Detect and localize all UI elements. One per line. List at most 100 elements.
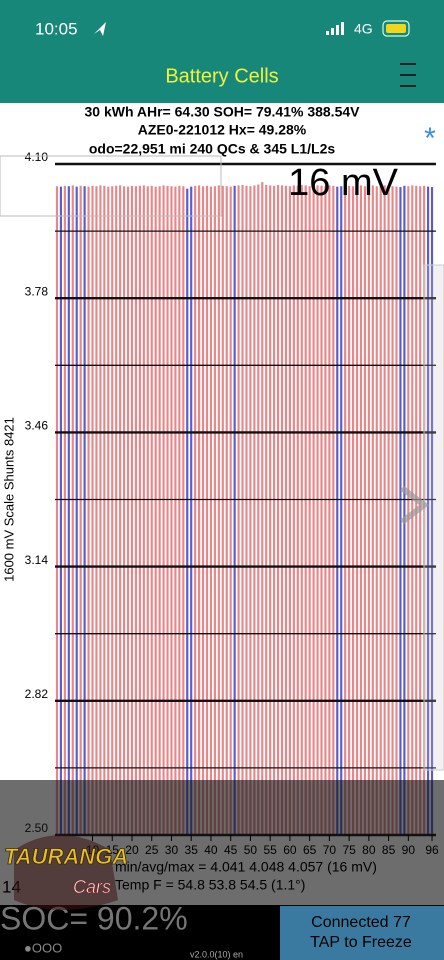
cell-bar xyxy=(126,186,130,836)
info-line: AZE0-221012 Hx= 49.28% xyxy=(138,122,307,138)
cell-bar xyxy=(194,185,197,835)
cell-bar xyxy=(217,185,220,835)
cell-bar xyxy=(375,186,378,835)
button-line: Connected 77 xyxy=(311,914,411,931)
cell-bar xyxy=(229,186,232,836)
cell-bar xyxy=(67,186,70,835)
cell-bar xyxy=(130,185,134,835)
cell-bar xyxy=(300,184,303,835)
next-chevron[interactable] xyxy=(400,485,429,525)
cell-bar xyxy=(249,186,252,835)
cell-bar xyxy=(186,188,189,836)
cell-bar xyxy=(430,187,434,836)
freeze-button[interactable] xyxy=(280,906,444,960)
cell-bar xyxy=(59,186,63,836)
side-panel xyxy=(423,264,444,771)
screen-title: Battery Cells xyxy=(165,65,278,87)
cell-bar xyxy=(99,185,102,835)
x-tick-label: 60 xyxy=(283,843,297,857)
cell-bar xyxy=(351,186,355,835)
clock: 10:05 xyxy=(35,19,78,38)
cell-bar xyxy=(233,185,236,835)
button-line: TAP to Freeze xyxy=(310,934,412,951)
overlay-box xyxy=(0,155,222,217)
cell-bar xyxy=(237,185,240,835)
cell-bar xyxy=(383,185,386,835)
cell-bar xyxy=(328,185,331,835)
cell-bar xyxy=(119,185,122,835)
cell-bar xyxy=(162,185,165,835)
y-tick-label: 3.46 xyxy=(25,419,49,433)
battery-level xyxy=(386,24,406,33)
cell-bar xyxy=(320,185,323,835)
x-tick-label: 50 xyxy=(244,843,258,857)
cell-bar xyxy=(269,185,272,835)
cell-bar xyxy=(336,186,339,836)
logo-shape xyxy=(14,835,118,910)
x-tick-label: 65 xyxy=(303,843,317,857)
x-tick-label: 80 xyxy=(362,843,376,857)
cell-bar xyxy=(261,182,264,835)
cell-bar xyxy=(221,185,224,835)
cell-bar xyxy=(83,186,86,835)
cell-bar xyxy=(198,185,201,835)
logo: TAURANGA Cars xyxy=(3,835,129,910)
cell-bar xyxy=(253,185,256,835)
x-tick-label: 85 xyxy=(382,843,396,857)
y-axis-label: 1600 mV Scale Shunts 8421 xyxy=(1,417,16,582)
x-tick-label: 40 xyxy=(204,843,218,857)
cell-bar xyxy=(87,186,90,836)
cell-bar xyxy=(304,185,307,835)
cell-bar xyxy=(399,187,402,836)
x-tick-label: 35 xyxy=(185,843,199,857)
cell-bar xyxy=(103,185,106,835)
logo-text: TAURANGA xyxy=(4,844,128,869)
cell-bar xyxy=(363,186,366,835)
y-tick-label: 2.82 xyxy=(25,687,49,701)
cell-bar xyxy=(355,185,359,835)
cell-bar xyxy=(296,185,299,835)
cell-bar xyxy=(95,186,98,835)
cell-bar xyxy=(257,184,260,835)
stats-line: min/avg/max = 4.041 4.048 4.057 (16 mV) xyxy=(115,859,377,875)
cell-bar xyxy=(407,186,410,835)
version: v2.0.0(10) en xyxy=(190,949,243,959)
y-tick-label: 3.14 xyxy=(25,553,49,567)
cell-bar xyxy=(371,185,374,835)
cell-bar xyxy=(292,185,295,835)
cell-bar xyxy=(55,186,59,835)
cell-bar xyxy=(79,185,82,835)
cell-bar xyxy=(225,186,228,835)
cell-bar xyxy=(63,185,66,835)
cell-bar xyxy=(276,184,280,835)
cell-bar xyxy=(241,184,244,835)
cell-bar xyxy=(209,186,213,836)
x-tick-label: 75 xyxy=(342,843,356,857)
cell-bar xyxy=(308,186,311,835)
x-tick-label: 55 xyxy=(263,843,277,857)
cell-bar xyxy=(395,186,398,836)
stats-line: Temp F = 54.8 53.8 54.5 (1.1°) xyxy=(115,877,305,893)
menu-button[interactable] xyxy=(400,63,416,87)
battery-icon xyxy=(382,20,410,37)
cell-bar xyxy=(178,185,181,835)
cell-bar xyxy=(150,185,153,835)
cell-bar xyxy=(111,186,114,835)
cell-bar xyxy=(107,186,110,836)
info-line: 30 kWh AHr= 64.30 SOH= 79.41% 388.54V xyxy=(85,104,361,120)
cell-bar xyxy=(201,186,205,835)
cell-bar xyxy=(403,185,406,835)
logo-text: Cars xyxy=(73,877,111,897)
cell-bar xyxy=(123,186,126,835)
cell-bar xyxy=(134,186,138,835)
x-tick-label: 90 xyxy=(402,843,416,857)
settings-asterisk[interactable]: * xyxy=(424,122,436,155)
cell-bar xyxy=(284,185,288,835)
cell-bar xyxy=(170,186,173,835)
x-tick-label: 45 xyxy=(224,843,238,857)
cell-bar xyxy=(174,186,177,836)
y-tick-label: 3.78 xyxy=(25,284,49,298)
cell-bar xyxy=(190,186,193,836)
